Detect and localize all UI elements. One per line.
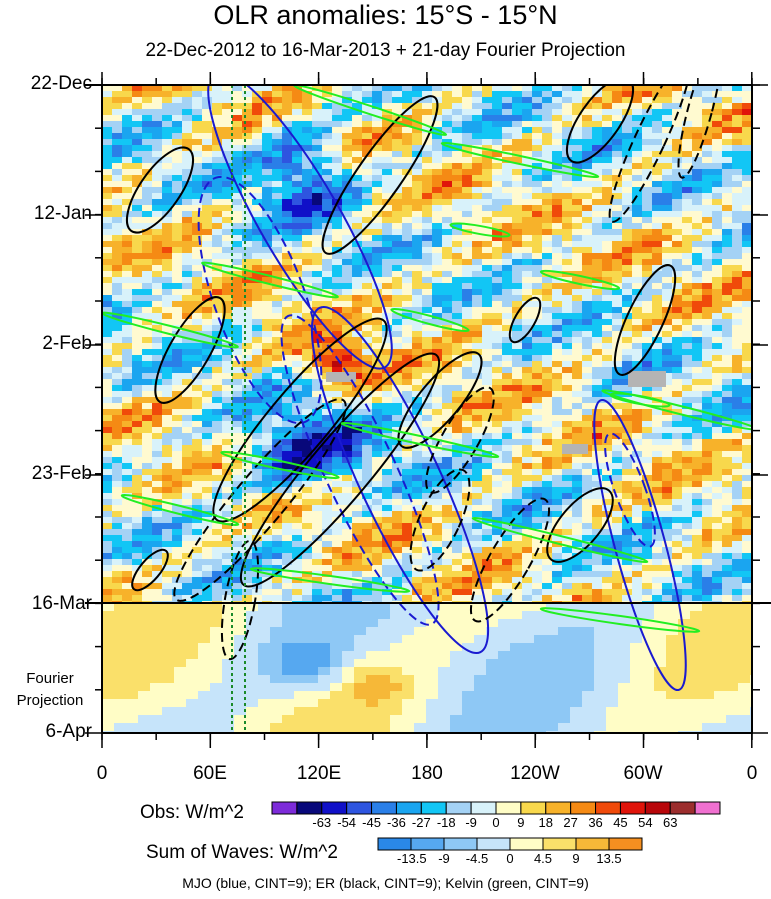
colorbar-tick-label: 63: [662, 815, 678, 830]
y-tick-label: 2-Feb: [42, 333, 92, 354]
colorbar-tick-label: 36: [588, 815, 603, 830]
wave-contour: [154, 296, 226, 404]
colorbar-tick-label: 0: [492, 815, 500, 830]
y-tick-label: 16-Mar: [31, 593, 92, 614]
colorbar-tick-label: 27: [563, 815, 578, 830]
y-tick-label: 12-Jan: [33, 203, 92, 224]
wave-contour: [565, 85, 635, 164]
wave-contour: [539, 607, 701, 633]
wave-contour: [601, 389, 752, 431]
y-tick-label: 23-Feb: [31, 463, 92, 484]
x-tick-label: 60E: [193, 763, 227, 784]
wave-contour: [120, 493, 240, 527]
colorbar-tick-label: -9: [465, 815, 477, 830]
colorbar-tick-label: -9: [438, 851, 450, 866]
wave-contour: [409, 468, 471, 572]
colorbar-tick-label: -63: [312, 815, 332, 830]
x-tick-label: 60W: [623, 763, 663, 784]
x-tick-label: 120W: [510, 763, 560, 784]
colorbar-tick-label: 4.5: [533, 851, 553, 866]
legend-footnote: MJO (blue, CINT=9); ER (black, CINT=9); …: [182, 875, 589, 891]
wave-contour: [449, 222, 511, 238]
x-tick-label: 120E: [296, 763, 342, 784]
colorbar-tick-label: -13.5: [397, 851, 427, 866]
wave-contour: [131, 548, 169, 592]
wave-contour: [609, 392, 671, 408]
x-tick-label: 0: [746, 763, 758, 784]
olr-field: [102, 85, 752, 608]
wave-contour: [546, 487, 614, 563]
missing-data-box: [562, 444, 588, 454]
chart-subtitle: 22-Dec-2012 to 16-Mar-2013 + 21-day Four…: [145, 40, 626, 61]
colorbar-tick-label: -54: [337, 815, 357, 830]
obs-colorbar: [271, 801, 721, 815]
wave-contour: [321, 95, 439, 255]
colorbar-tick-label: -45: [362, 815, 381, 830]
wave-contour: [471, 516, 649, 564]
wave-contour: [604, 432, 656, 548]
wave-contour: [508, 296, 542, 344]
wave-contour: [310, 305, 490, 655]
chart-title: OLR anomalies: 15°S - 15°N: [213, 0, 558, 30]
wave-contour: [440, 141, 600, 179]
missing-data-box: [628, 371, 666, 387]
wave-contour: [201, 261, 339, 299]
wave-contour: [207, 85, 393, 370]
colorbar-tick-label: 13.5: [596, 851, 622, 866]
fourier-label: Fourier Projection: [16, 670, 84, 709]
obs-colorbar-title: Obs: W/m^2: [140, 802, 244, 823]
colorbar-tick-label: -18: [436, 815, 456, 830]
wave-contour: [539, 269, 621, 291]
missing-data-box: [326, 372, 356, 382]
wave-contour: [220, 450, 340, 480]
x-tick-label: 0: [96, 763, 108, 784]
x-tick-label: 180: [411, 763, 443, 784]
colorbar-tick-label: 18: [538, 815, 553, 830]
colorbar-tick-label: 45: [613, 815, 628, 830]
colorbar-tick-label: -4.5: [465, 851, 489, 866]
wave-contour: [249, 567, 411, 593]
wave-contour: [173, 398, 347, 602]
colorbar-tick-label: 0: [506, 851, 514, 866]
plot-area: [102, 85, 752, 733]
y-tick-label: 22-Dec: [30, 73, 92, 94]
colorbar-tick-label: 9: [517, 815, 525, 830]
colorbar-tick-label: -36: [387, 815, 406, 830]
wave-contour: [613, 264, 677, 376]
colorbar-tick-label: 9: [572, 851, 580, 866]
waves-colorbar-title: Sum of Waves: W/m^2: [146, 842, 338, 863]
wave-contour: [239, 352, 441, 588]
wave-contour: [397, 351, 483, 449]
waves-colorbar: [377, 837, 643, 851]
y-tick-label: 6-Apr: [45, 721, 92, 742]
axis-ticks: [85, 72, 768, 748]
colorbar-tick-label: 54: [638, 815, 653, 830]
wave-contour: [280, 314, 440, 626]
wave-contours: [102, 85, 752, 692]
wave-contour: [608, 85, 692, 223]
wave-contour: [390, 307, 470, 333]
colorbar-tick-label: -27: [411, 815, 431, 830]
wave-contour: [212, 317, 388, 523]
wave-contour: [340, 421, 500, 459]
wave-contour: [125, 146, 195, 234]
wave-contour: [469, 497, 551, 623]
